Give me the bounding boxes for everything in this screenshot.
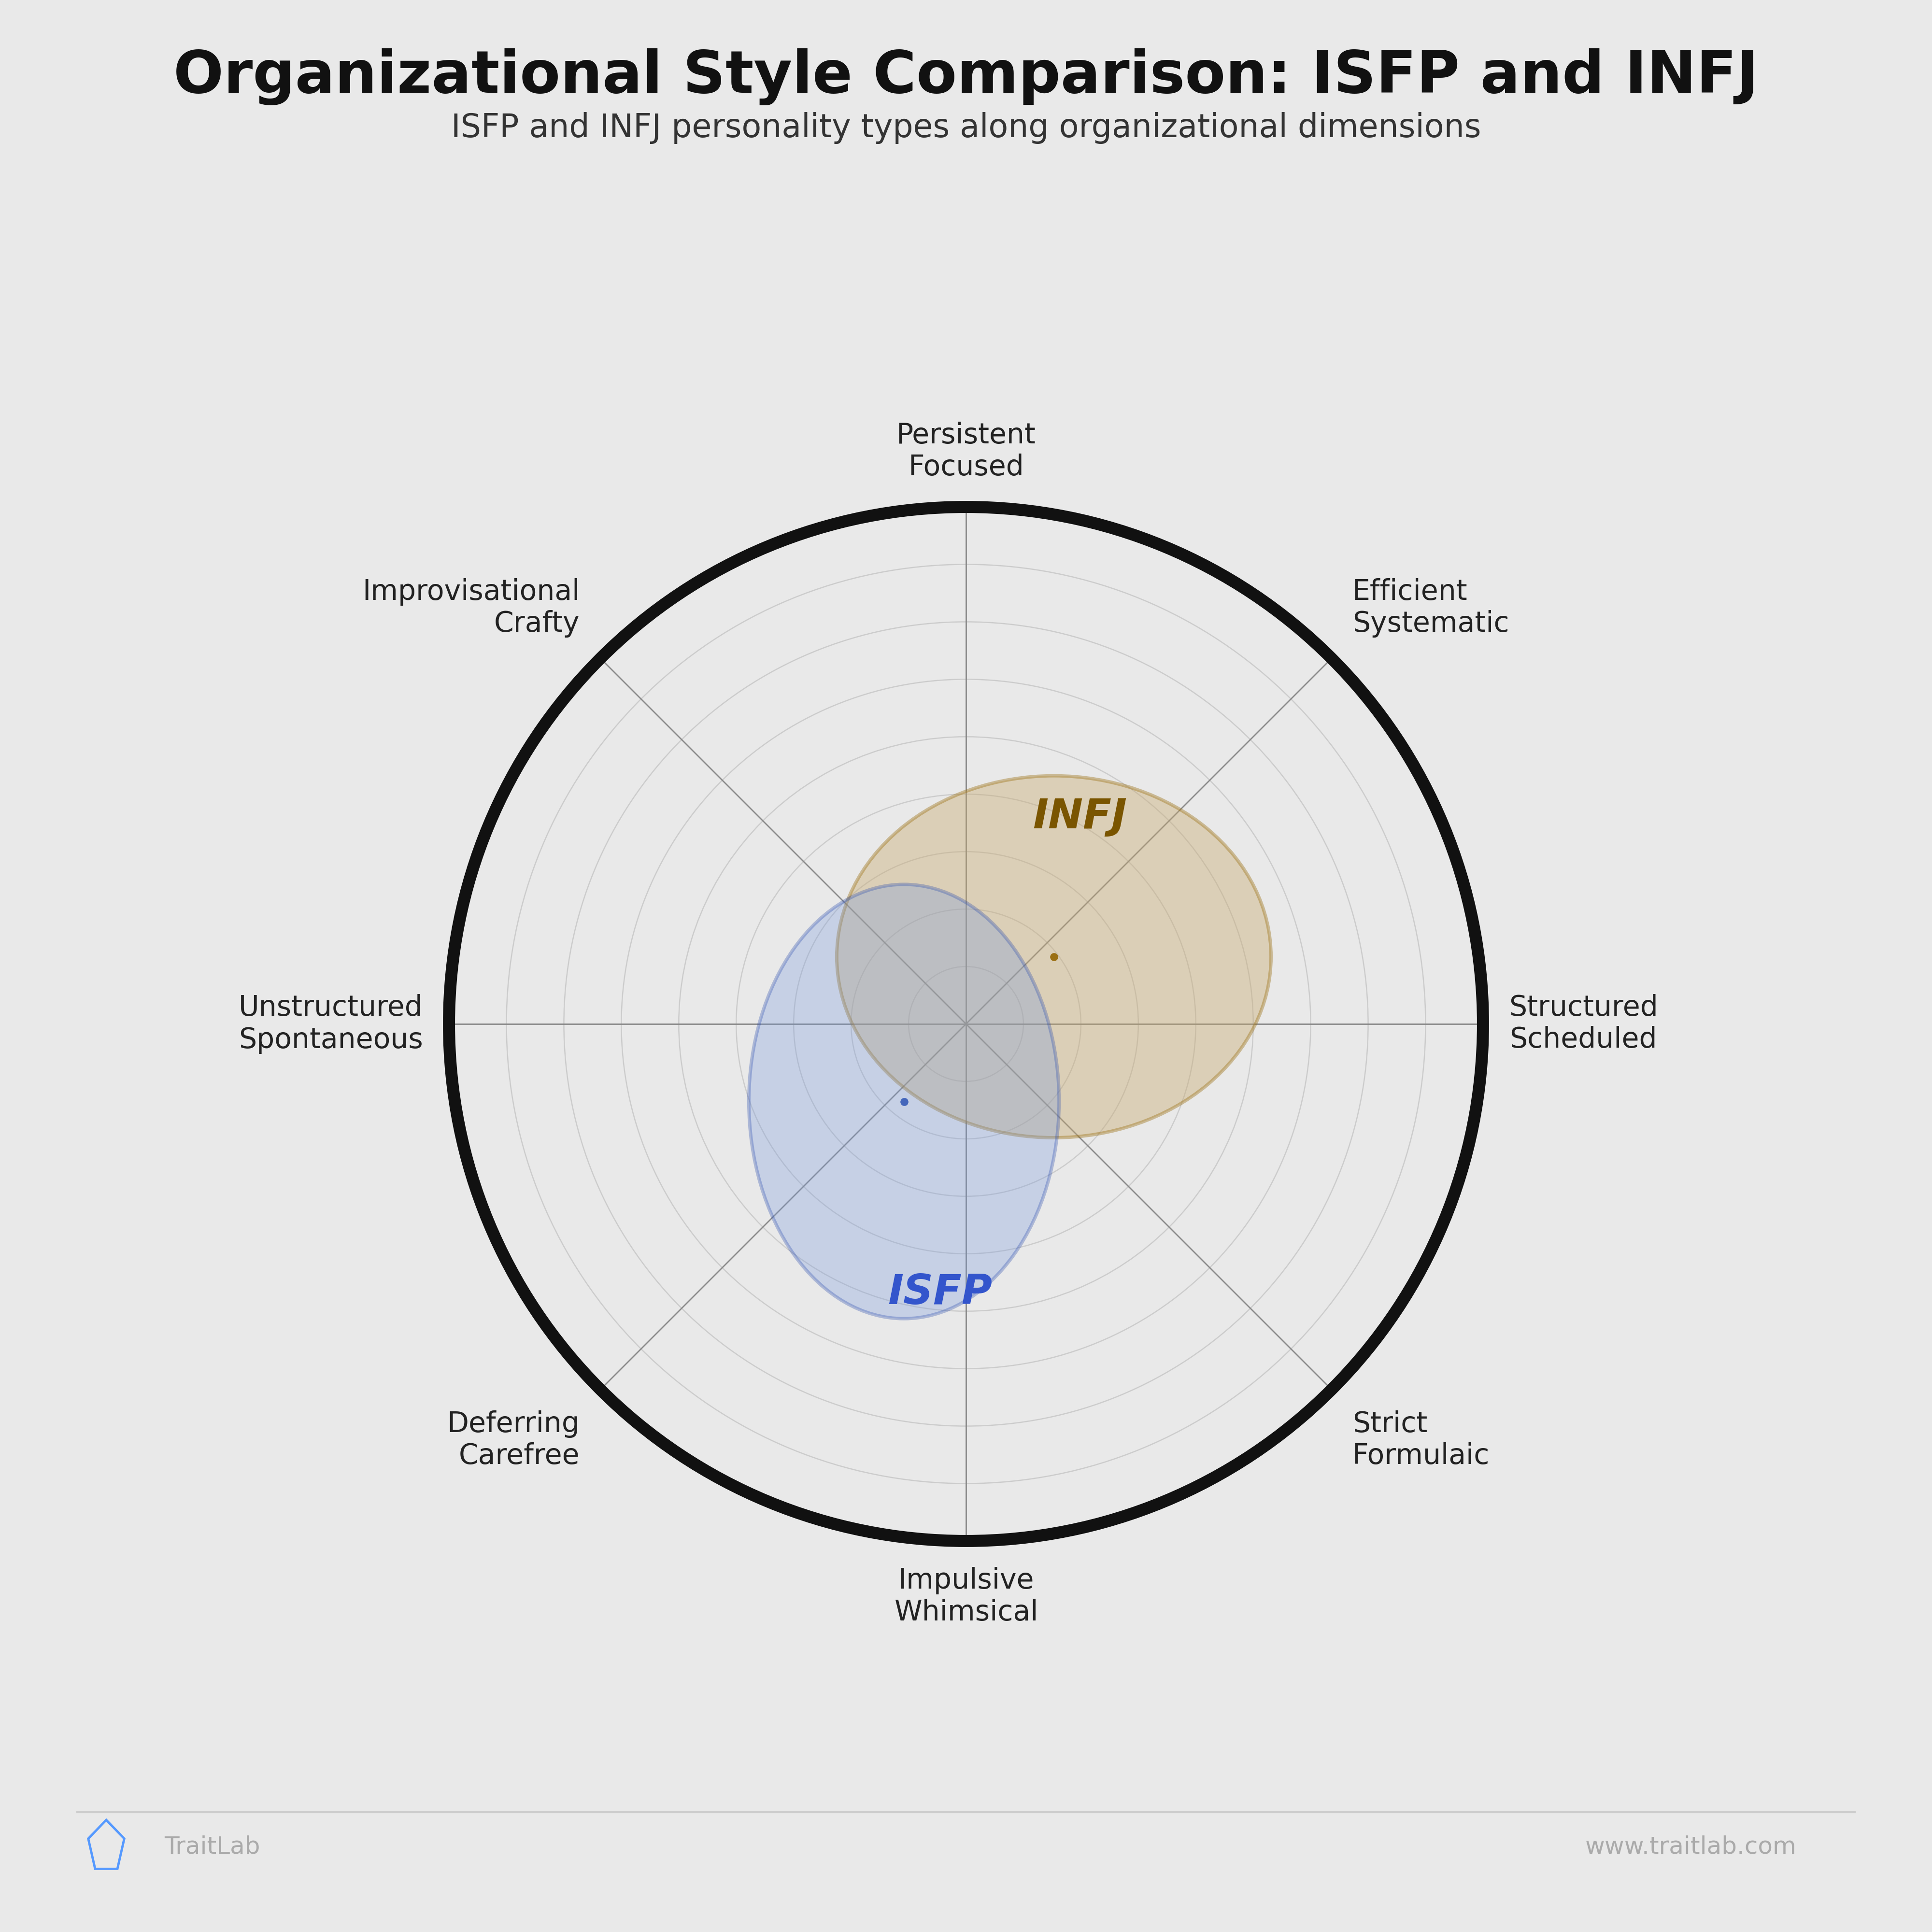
Text: TraitLab: TraitLab <box>164 1835 261 1859</box>
Text: INFJ: INFJ <box>1032 798 1126 837</box>
Text: ISFP: ISFP <box>889 1273 993 1314</box>
Text: Impulsive
Whimsical: Impulsive Whimsical <box>895 1567 1037 1627</box>
Point <box>889 1086 920 1117</box>
Text: Unstructured
Spontaneous: Unstructured Spontaneous <box>240 995 423 1053</box>
Text: Persistent
Focused: Persistent Focused <box>896 421 1036 481</box>
Text: Deferring
Carefree: Deferring Carefree <box>446 1410 580 1470</box>
Text: Improvisational
Crafty: Improvisational Crafty <box>361 578 580 638</box>
Text: Structured
Scheduled: Structured Scheduled <box>1509 995 1658 1053</box>
Point <box>1037 941 1068 972</box>
Text: Organizational Style Comparison: ISFP and INFJ: Organizational Style Comparison: ISFP an… <box>174 48 1758 104</box>
Text: Efficient
Systematic: Efficient Systematic <box>1352 578 1509 638</box>
Ellipse shape <box>750 885 1059 1320</box>
Text: www.traitlab.com: www.traitlab.com <box>1586 1835 1797 1859</box>
Text: Strict
Formulaic: Strict Formulaic <box>1352 1410 1490 1470</box>
Ellipse shape <box>837 777 1271 1138</box>
Text: ISFP and INFJ personality types along organizational dimensions: ISFP and INFJ personality types along or… <box>450 112 1482 145</box>
